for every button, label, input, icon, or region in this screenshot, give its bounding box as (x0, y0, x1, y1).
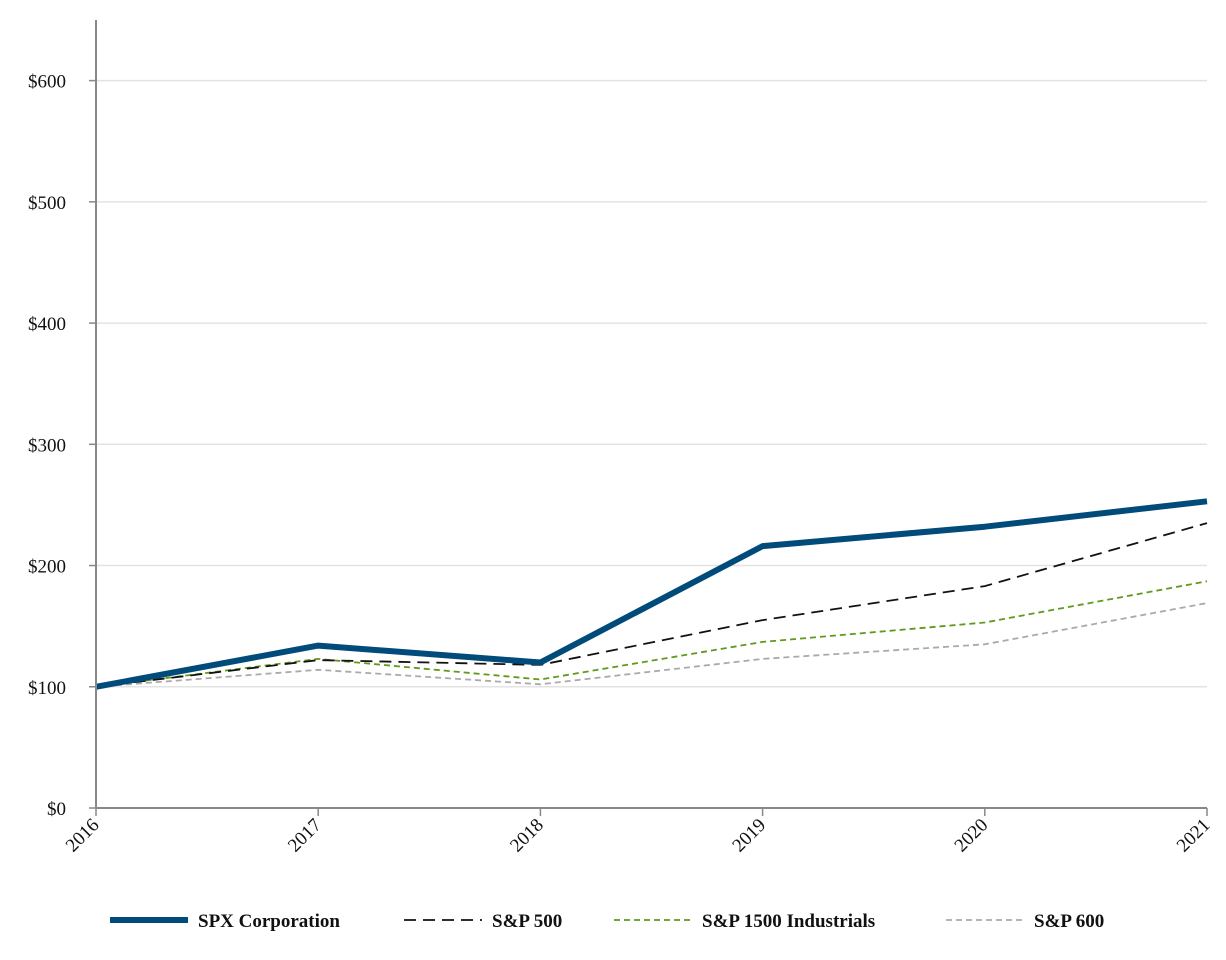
axes (95, 20, 1207, 809)
y-tick-label: $300 (28, 435, 66, 456)
series-line-sandp-500 (95, 522, 1208, 688)
series-line-sandp-1500-industrials (95, 580, 1208, 688)
legend-label-sandp-600: S&P 600 (1034, 911, 1104, 932)
y-tick-label: $200 (28, 557, 66, 578)
legend: SPX Corporation S&P 500 S&P 1500 Industria… (110, 911, 1104, 932)
legend-label-sandp-500: S&P 500 (492, 911, 562, 932)
legend-label-spx-corporation: SPX Corporation (198, 911, 340, 932)
y-tick-label: $400 (28, 314, 66, 335)
x-tick-label: 2020 (951, 815, 993, 857)
gridlines (96, 79, 1207, 688)
x-tick-label: 2017 (284, 815, 326, 857)
legend-label-sandp-1500-industrials: S&P 1500 Industrials (702, 911, 875, 932)
x-tick-label: 2018 (506, 815, 548, 857)
series-line-sandp-600 (95, 602, 1208, 688)
x-tick-label: 2021 (1173, 815, 1215, 857)
x-tick-label: 2019 (728, 815, 770, 857)
x-tick-label: 2016 (62, 815, 104, 857)
y-tick-label: $100 (28, 678, 66, 699)
y-tick-label: $0 (47, 799, 66, 820)
y-tick-label: $600 (28, 72, 66, 93)
series-lines (95, 498, 1208, 690)
y-tick-label: $500 (28, 193, 66, 214)
series-line-spx-corporation (95, 498, 1208, 690)
tick-labels: $0 $100 $200 $300 $400 $500 $600 2016 2017 2018 20… (28, 72, 1215, 857)
